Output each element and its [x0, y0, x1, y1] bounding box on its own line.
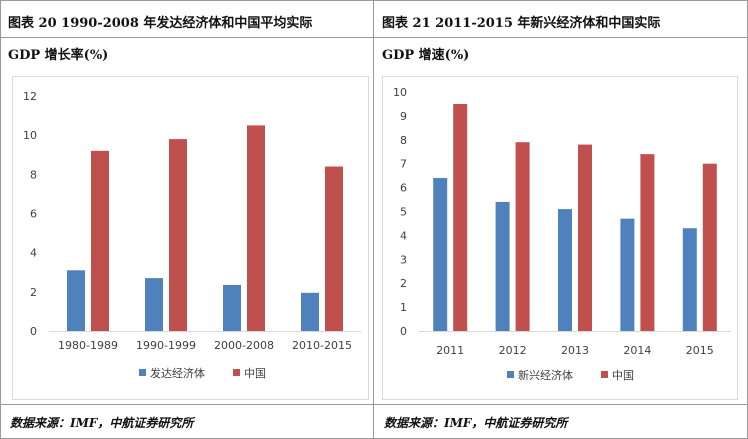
category-label: 2013 — [561, 344, 589, 357]
legend-label: 新兴经济体 — [518, 368, 573, 382]
bar-group-a-2013 — [558, 209, 572, 331]
y-tick-label: 8 — [400, 134, 407, 147]
frame-border-top — [0, 0, 748, 1]
figure-20-chart-area: 0 2 4 6 8 10 12 1980-1989 1990-1999 2000-2008 2010… — [12, 76, 369, 400]
y-tick-label: 4 — [30, 247, 37, 260]
y-tick-label: 12 — [23, 90, 37, 103]
title-divider — [0, 37, 748, 38]
legend-label: 发达经济体 — [150, 366, 205, 380]
legend-swatch — [507, 371, 514, 378]
category-label: 2011 — [436, 344, 464, 357]
bar-china-2010-2015 — [325, 166, 343, 331]
bar-china-2015 — [702, 163, 717, 331]
frame-divider — [373, 0, 374, 439]
bar-china-2013 — [578, 144, 592, 331]
legend-swatch — [233, 369, 240, 376]
bar-china-2011 — [453, 103, 468, 331]
y-tick-label: 5 — [400, 206, 407, 219]
legend-swatch — [139, 369, 146, 376]
figure-21-panel: 图表 21 2011-2015 年新兴经济体和中国实际 GDP 增速(%) 0 1… — [374, 0, 748, 439]
category-label: 2015 — [686, 344, 714, 357]
figure-21-subtitle: GDP 增速(%) — [382, 48, 470, 63]
bar-china-2000-2008 — [247, 125, 265, 331]
bar-group-a-2012 — [495, 201, 510, 331]
category-label: 2014 — [623, 344, 651, 357]
y-tick-label: 2 — [30, 286, 37, 299]
bar-china-1980-1989 — [91, 150, 109, 331]
figure-21-title: 图表 21 2011-2015 年新兴经济体和中国实际 — [382, 16, 661, 31]
bar-china-2014 — [640, 154, 655, 331]
figure-20-title: 图表 20 1990-2008 年发达经济体和中国平均实际 — [8, 16, 313, 31]
y-tick-label: 10 — [393, 86, 407, 99]
category-label: 1980-1989 — [58, 339, 118, 352]
frame-border-left — [0, 0, 1, 439]
bar-china-2012 — [515, 142, 530, 331]
y-tick-label: 6 — [30, 208, 37, 221]
source-divider — [0, 404, 748, 405]
category-label: 1990-1999 — [136, 339, 196, 352]
figure-21-chart: 0 1 2 3 4 5 6 7 8 9 10 2011 2012 2013 2014 2015 新兴经济体 中国 — [393, 86, 731, 382]
bar-china-1990-1999 — [169, 139, 187, 331]
figure-21-chart-area: 0 1 2 3 4 5 6 7 8 9 10 2011 2012 2013 2014 2015 新兴经济体 中国 — [382, 76, 738, 400]
figure-21-source: 数据来源：IMF，中航证券研究所 — [384, 416, 568, 430]
y-tick-label: 8 — [30, 168, 37, 181]
figure-20-subtitle: GDP 增长率(%) — [8, 48, 109, 63]
y-tick-label: 9 — [400, 110, 407, 123]
category-label: 2010-2015 — [292, 339, 352, 352]
bar-group-a-1980-1989 — [67, 270, 85, 331]
y-tick-label: 2 — [400, 277, 407, 290]
category-label: 2000-2008 — [214, 339, 274, 352]
bar-group-a-1990-1999 — [145, 278, 163, 331]
bar-group-a-2011 — [433, 178, 448, 331]
bar-group-a-2015 — [682, 228, 697, 331]
legend-swatch — [601, 371, 608, 378]
figure-20-chart: 0 2 4 6 8 10 12 1980-1989 1990-1999 2000-2008 2010… — [23, 90, 361, 380]
bar-group-a-2000-2008 — [223, 284, 241, 331]
y-tick-label: 1 — [400, 301, 407, 314]
y-tick-label: 4 — [400, 229, 407, 242]
legend-label: 中国 — [612, 369, 634, 382]
figure-20-source: 数据来源：IMF，中航证券研究所 — [10, 416, 194, 430]
bar-group-a-2010-2015 — [301, 292, 319, 331]
bar-group-a-2014 — [620, 218, 635, 331]
legend-label: 中国 — [244, 367, 266, 380]
y-tick-label: 6 — [400, 182, 407, 195]
y-tick-label: 0 — [400, 325, 407, 338]
y-tick-label: 7 — [400, 158, 407, 171]
y-tick-label: 3 — [400, 253, 407, 266]
y-tick-label: 0 — [30, 325, 37, 338]
category-label: 2012 — [499, 344, 527, 357]
y-tick-label: 10 — [23, 129, 37, 142]
figure-20-panel: 图表 20 1990-2008 年发达经济体和中国平均实际 GDP 增长率(%)… — [8, 16, 369, 430]
